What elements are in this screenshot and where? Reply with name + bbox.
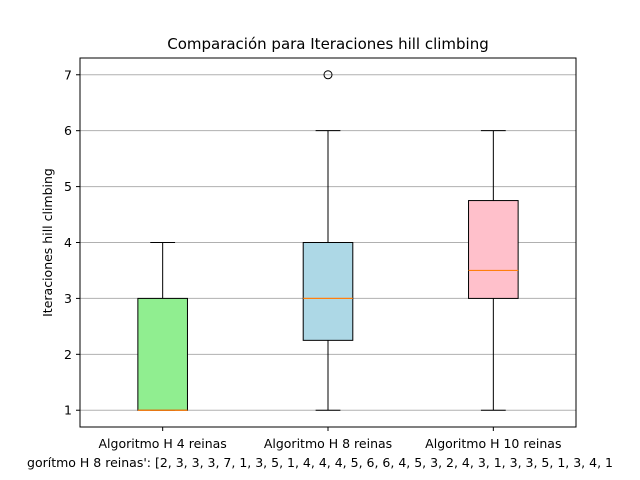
y-tick-label: 4	[64, 235, 72, 250]
y-tick-label: 1	[64, 403, 72, 418]
y-axis-label: Iteraciones hill climbing	[40, 168, 55, 317]
y-axis: 1 2 3 4 5 6 7	[64, 67, 80, 418]
box-body	[468, 200, 519, 299]
box-group	[137, 70, 519, 411]
y-tick-label: 3	[64, 291, 72, 306]
y-tick-label: 7	[64, 67, 72, 82]
box-3	[468, 130, 519, 411]
x-axis: Algoritmo H 4 reinas Algoritmo H 8 reinas…	[98, 427, 561, 451]
x-tick-label: Algoritmo H 8 reinas	[264, 436, 392, 451]
y-tick-label: 2	[64, 347, 72, 362]
box-1	[137, 242, 188, 411]
outlier-point	[323, 70, 333, 80]
box-2	[302, 70, 354, 411]
box-body	[137, 297, 188, 411]
x-axis-label: gorítmo H 8 reinas': [2, 3, 3, 3, 7, 1, …	[27, 455, 613, 470]
y-tick-label: 6	[64, 123, 72, 138]
chart-title: Comparación para Iteraciones hill climbi…	[167, 35, 489, 53]
x-tick-label: Algoritmo H 10 reinas	[425, 436, 561, 451]
x-tick-label: Algoritmo H 4 reinas	[98, 436, 226, 451]
box-body	[302, 242, 354, 341]
y-tick-label: 5	[64, 179, 72, 194]
